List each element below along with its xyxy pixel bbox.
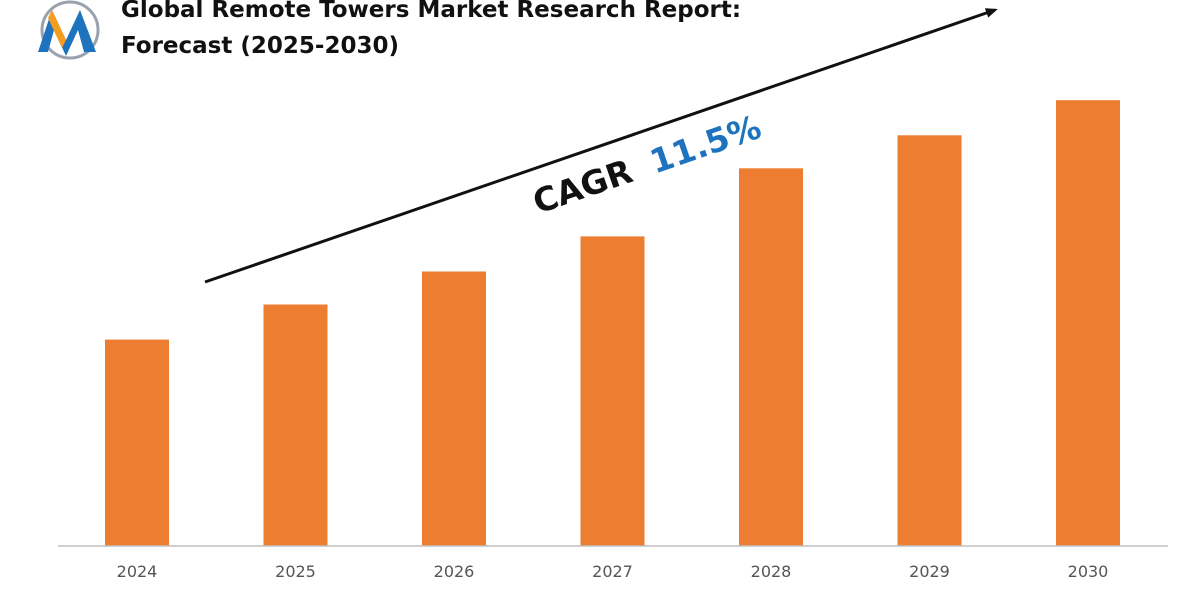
bar-group bbox=[105, 100, 1120, 547]
bar-2028 bbox=[739, 168, 803, 547]
x-tick-label-2028: 2028 bbox=[751, 562, 792, 581]
x-tick-labels: 2024 2025 2026 2027 2028 2029 2030 bbox=[117, 562, 1109, 581]
chart-title: Global Remote Towers Market Research Rep… bbox=[121, 0, 741, 64]
title-line-2: Forecast (2025-2030) bbox=[121, 33, 399, 59]
x-tick-label-2025: 2025 bbox=[275, 562, 316, 581]
m-letter-logo-icon bbox=[38, 0, 100, 60]
bar-2027 bbox=[580, 236, 645, 546]
x-tick-label-2027: 2027 bbox=[592, 562, 633, 581]
svg-text:CAGR 11.5%: CAGR 11.5% bbox=[528, 107, 766, 221]
x-tick-label-2029: 2029 bbox=[909, 562, 950, 581]
title-line-1: Global Remote Towers Market Research Rep… bbox=[121, 0, 742, 23]
bar-2030 bbox=[1056, 100, 1120, 546]
bar-2026 bbox=[422, 271, 486, 546]
growth-trend-arrow bbox=[204, 8, 998, 284]
bar-2029 bbox=[897, 135, 962, 547]
bar-2025 bbox=[263, 304, 328, 546]
x-tick-label-2026: 2026 bbox=[434, 562, 475, 581]
x-tick-label-2030: 2030 bbox=[1068, 562, 1109, 581]
x-tick-label-2024: 2024 bbox=[117, 562, 158, 581]
bar-2024 bbox=[105, 339, 169, 546]
cagr-label: CAGR bbox=[528, 151, 637, 221]
cagr-annotation: CAGR 11.5% bbox=[528, 107, 766, 221]
